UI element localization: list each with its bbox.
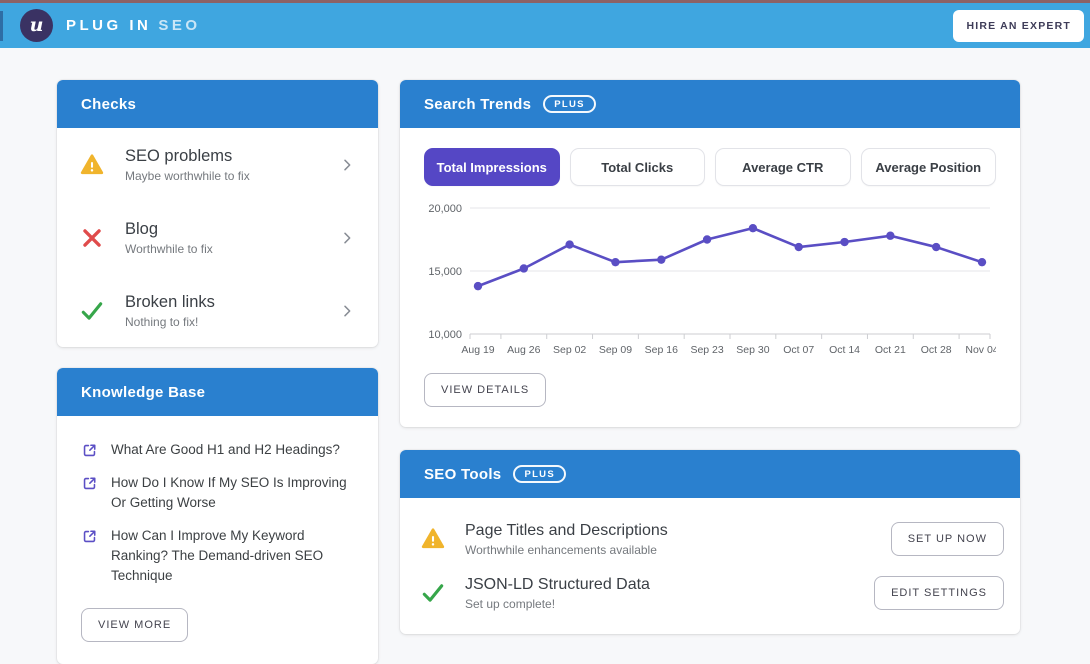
check-item-title: Broken links: [125, 292, 215, 311]
search-trends-card: Search Trends PLUS Total Impressions Tot…: [400, 80, 1020, 427]
checks-card-header: Checks: [57, 80, 378, 128]
app-header: u PLUG IN SEO HIRE AN EXPERT: [0, 3, 1090, 48]
right-column: Search Trends PLUS Total Impressions Tot…: [400, 80, 1020, 634]
left-column: Checks SEO problems Maybe worthwhile to …: [57, 80, 378, 664]
svg-text:Sep 23: Sep 23: [690, 344, 723, 356]
external-link-icon: [83, 444, 96, 457]
metric-tabs: Total Impressions Total Clicks Average C…: [424, 148, 996, 186]
edit-settings-button[interactable]: EDIT SETTINGS: [874, 576, 1004, 610]
svg-text:20,000: 20,000: [428, 203, 462, 215]
knowledge-base-card-title: Knowledge Base: [81, 383, 206, 401]
knowledge-base-card: Knowledge Base What Are Good H1 and H2 H…: [57, 368, 378, 664]
knowledge-base-card-header: Knowledge Base: [57, 368, 378, 416]
svg-text:Nov 04: Nov 04: [965, 344, 996, 356]
plus-badge: PLUS: [543, 95, 596, 113]
tool-texts: JSON-LD Structured Data Set up complete!: [465, 576, 874, 611]
success-icon: [81, 301, 103, 320]
check-item-subtitle: Nothing to fix!: [125, 314, 199, 329]
success-icon: [422, 584, 444, 602]
set-up-now-button[interactable]: SET UP NOW: [890, 522, 1004, 556]
tool-title: JSON-LD Structured Data: [465, 575, 650, 593]
tab-average-position[interactable]: Average Position: [860, 148, 996, 186]
external-link-icon: [83, 530, 96, 543]
view-more-button[interactable]: VIEW MORE: [81, 608, 189, 642]
svg-text:10,000: 10,000: [428, 329, 462, 341]
error-icon: [83, 228, 101, 247]
check-item-texts: Blog Worthwhile to fix: [125, 220, 339, 256]
svg-text:Sep 30: Sep 30: [736, 344, 769, 356]
clipped-edge-artifact: [0, 11, 3, 41]
tool-texts: Page Titles and Descriptions Worthwhile …: [465, 522, 891, 557]
kb-link-text: How Do I Know If My SEO Is Improving Or …: [111, 475, 347, 510]
svg-text:Aug 19: Aug 19: [461, 344, 494, 356]
svg-text:Oct 14: Oct 14: [829, 344, 860, 356]
tool-row-json-ld: JSON-LD Structured Data Set up complete!…: [420, 566, 1004, 620]
tool-subtitle: Set up complete!: [465, 596, 556, 611]
search-trends-body: Total Impressions Total Clicks Average C…: [400, 128, 1020, 427]
check-item-blog[interactable]: Blog Worthwhile to fix: [57, 201, 378, 274]
search-trends-card-title: Search Trends: [424, 95, 532, 113]
tab-average-ctr[interactable]: Average CTR: [715, 148, 851, 186]
svg-text:Sep 16: Sep 16: [645, 344, 678, 356]
seo-tools-card-header: SEO Tools PLUS: [400, 450, 1020, 498]
logo-text-light: SEO: [158, 17, 201, 34]
kb-link-seo-improving[interactable]: How Do I Know If My SEO Is Improving Or …: [81, 473, 354, 513]
tab-total-impressions[interactable]: Total Impressions: [424, 148, 560, 186]
logo-text-bold: PLUG IN: [66, 17, 152, 34]
app-logo[interactable]: u PLUG IN SEO: [20, 9, 201, 42]
check-item-title: SEO problems: [125, 146, 233, 165]
chevron-right-icon: [344, 159, 351, 170]
kb-link-text: What Are Good H1 and H2 Headings?: [111, 442, 340, 457]
check-item-subtitle: Maybe worthwhile to fix: [125, 168, 250, 183]
view-details-button[interactable]: VIEW DETAILS: [424, 373, 547, 407]
window-top-strip: [0, 0, 1090, 3]
tool-subtitle: Worthwhile enhancements available: [465, 542, 657, 557]
svg-text:Oct 21: Oct 21: [875, 344, 906, 356]
seo-tools-list: Page Titles and Descriptions Worthwhile …: [400, 498, 1020, 634]
kb-link-h1-h2-headings[interactable]: What Are Good H1 and H2 Headings?: [81, 440, 354, 460]
app-logo-text: PLUG IN SEO: [66, 17, 201, 34]
search-trends-card-header: Search Trends PLUS: [400, 80, 1020, 128]
app-logo-icon: u: [20, 9, 53, 42]
seo-tools-card-title: SEO Tools: [424, 465, 502, 483]
impressions-line-chart: 10,000 15,000 20,000 Aug 19 Aug 26 Sep 02 Sep …: [424, 200, 998, 367]
hire-an-expert-button[interactable]: HIRE AN EXPERT: [953, 9, 1084, 42]
tab-total-clicks[interactable]: Total Clicks: [569, 148, 705, 186]
knowledge-base-list: What Are Good H1 and H2 Headings? How Do…: [57, 416, 378, 664]
tool-title: Page Titles and Descriptions: [465, 521, 668, 539]
check-item-texts: SEO problems Maybe worthwhile to fix: [125, 147, 339, 183]
chevron-right-icon: [344, 305, 351, 316]
checks-card: Checks SEO problems Maybe worthwhile to …: [57, 80, 378, 347]
check-item-subtitle: Worthwhile to fix: [125, 241, 213, 256]
svg-text:Sep 02: Sep 02: [553, 344, 586, 356]
checks-list: SEO problems Maybe worthwhile to fix Blo…: [57, 128, 378, 347]
plus-badge: PLUS: [513, 465, 566, 483]
external-link-icon: [83, 477, 96, 490]
svg-text:Aug 26: Aug 26: [507, 344, 540, 356]
checks-card-title: Checks: [81, 95, 137, 113]
svg-text:Oct 28: Oct 28: [921, 344, 952, 356]
seo-tools-card: SEO Tools PLUS Page Titles and Descripti…: [400, 450, 1020, 634]
kb-link-text: How Can I Improve My Keyword Ranking? Th…: [111, 528, 324, 583]
check-item-broken-links[interactable]: Broken links Nothing to fix!: [57, 274, 378, 347]
svg-text:Sep 09: Sep 09: [599, 344, 632, 356]
chevron-right-icon: [344, 232, 351, 243]
check-item-texts: Broken links Nothing to fix!: [125, 293, 339, 329]
check-item-title: Blog: [125, 219, 159, 238]
check-item-seo-problems[interactable]: SEO problems Maybe worthwhile to fix: [57, 128, 378, 201]
svg-text:15,000: 15,000: [428, 266, 462, 278]
kb-link-keyword-ranking[interactable]: How Can I Improve My Keyword Ranking? Th…: [81, 526, 354, 586]
warning-icon: [421, 528, 445, 549]
svg-text:Oct 07: Oct 07: [783, 344, 814, 356]
warning-icon: [80, 153, 104, 174]
main-content: Checks SEO problems Maybe worthwhile to …: [57, 80, 1022, 664]
tool-row-page-titles: Page Titles and Descriptions Worthwhile …: [420, 512, 1004, 566]
